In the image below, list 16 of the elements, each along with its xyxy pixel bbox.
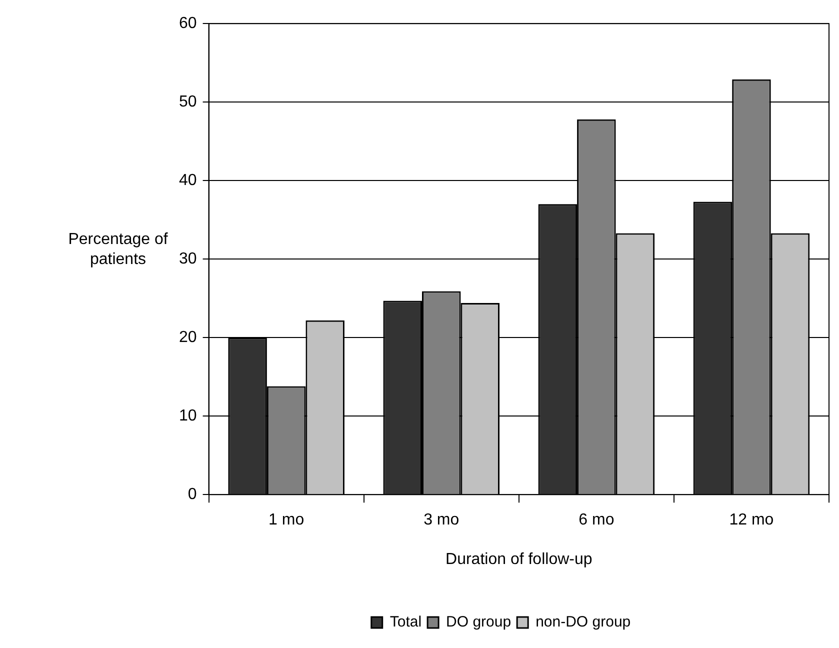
x-axis-title: Duration of follow-up bbox=[446, 550, 592, 568]
x-tick-label: 1 mo bbox=[268, 512, 304, 529]
x-tick-label: 6 mo bbox=[578, 512, 614, 529]
y-tick-label: 20 bbox=[179, 329, 197, 346]
x-tick-label: 3 mo bbox=[424, 512, 460, 529]
legend-label: Total bbox=[390, 614, 422, 631]
x-tick-label: 12 mo bbox=[729, 512, 774, 529]
y-tick-label: 40 bbox=[179, 172, 197, 190]
y-axis-title: Percentage of patients bbox=[68, 230, 168, 270]
y-tick-label: 30 bbox=[179, 250, 197, 268]
y-tick-label: 60 bbox=[179, 15, 197, 32]
y-tick-label: 0 bbox=[188, 486, 197, 504]
y-tick-label: 10 bbox=[179, 408, 197, 425]
legend-label: non-DO group bbox=[536, 614, 631, 631]
y-tick-label: 50 bbox=[179, 94, 197, 111]
legend-label: DO group bbox=[446, 614, 512, 631]
